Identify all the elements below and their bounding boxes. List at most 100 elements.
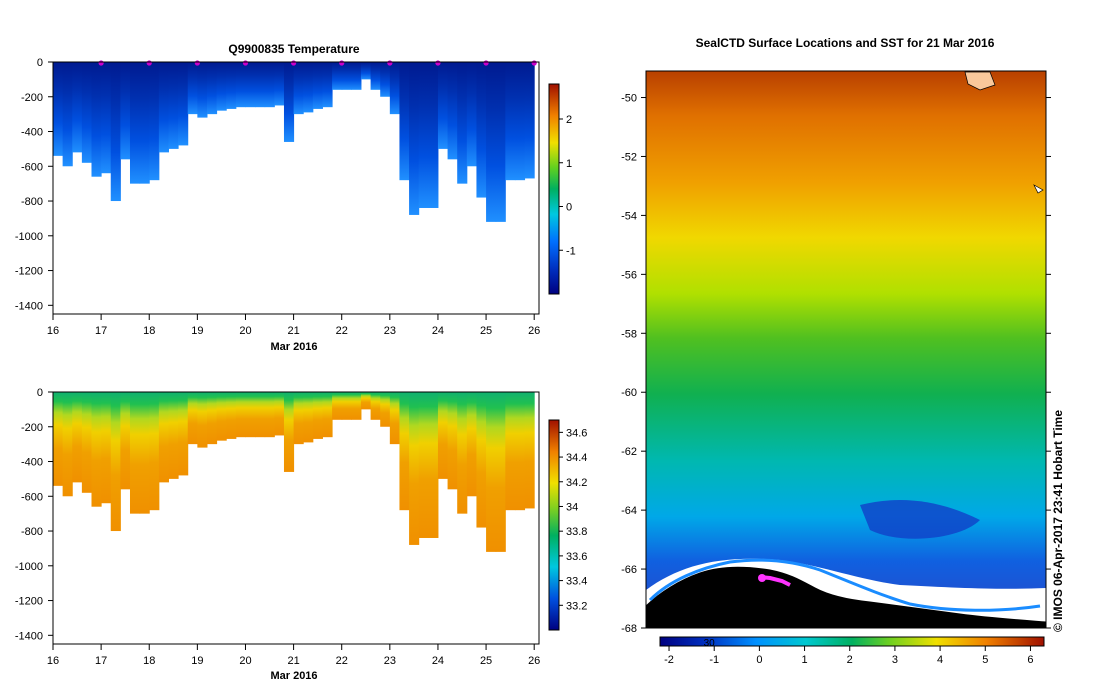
profile-column — [129, 392, 141, 514]
profile-column — [206, 392, 218, 445]
profile-column — [476, 392, 487, 528]
profile-column — [283, 392, 295, 472]
profile-column — [466, 392, 477, 497]
salinity-x-axis: 16 17 18 19 20 21 22 23 24 25 26 — [47, 644, 540, 667]
profile-column — [120, 392, 131, 490]
profile-column — [524, 392, 535, 509]
temperature-ytick-label: -1200 — [15, 266, 43, 278]
map-ytick-label: -52 — [621, 151, 637, 163]
profile-column — [245, 392, 256, 438]
profile-column — [418, 62, 429, 208]
profile-column — [341, 62, 352, 90]
temperature-colorbar-label: 1 — [566, 158, 572, 170]
profile-column — [447, 392, 458, 490]
map-ytick-label: -68 — [621, 623, 637, 635]
profile-column — [437, 62, 449, 149]
profile-column — [274, 392, 285, 436]
surface-marker — [290, 60, 297, 66]
profile-column — [380, 392, 391, 427]
map-ytick-label: -54 — [621, 210, 637, 222]
small-island — [1033, 184, 1044, 194]
profile-column — [370, 392, 381, 420]
profile-column — [409, 392, 420, 545]
temperature-colorbar — [548, 83, 560, 295]
profile-column — [255, 392, 266, 438]
map-ytick-label: -66 — [621, 564, 637, 576]
ice-edge — [648, 558, 1041, 612]
profile-column — [120, 62, 131, 160]
profile-column — [72, 62, 83, 153]
surface-marker — [98, 60, 104, 66]
cold-anomaly — [860, 500, 980, 539]
profile-column — [437, 392, 449, 479]
sst-colorbar-label-c: 2 — [847, 654, 853, 666]
salinity-colorbar-label: 34 — [566, 501, 578, 513]
salinity-colorbar-label: 33.8 — [566, 526, 587, 538]
temperature-xtick-label: 19 — [191, 325, 203, 337]
profile-column — [216, 62, 227, 111]
sst-colorbar-label-c: -1 — [709, 654, 719, 666]
profile-column — [264, 392, 275, 438]
profile-column — [322, 62, 333, 108]
salinity-colorbar-label: 34.6 — [566, 427, 587, 439]
profile-column — [226, 62, 237, 109]
salinity-xtick-label: 16 — [47, 655, 59, 667]
profile-column — [168, 392, 179, 479]
profile-column — [235, 392, 246, 438]
profile-column — [514, 62, 526, 181]
temperature-ytick-label: -600 — [21, 161, 43, 173]
profile-column — [62, 62, 73, 167]
profile-column — [274, 62, 285, 106]
map-ytick-label: -50 — [621, 93, 637, 105]
profile-column — [495, 62, 506, 222]
salinity-colorbar-label: 34.2 — [566, 477, 587, 489]
profile-column — [505, 392, 516, 511]
salinity-xtick-label: 21 — [287, 655, 299, 667]
temperature-colorbar-ticks: 2 1 0 -1 — [559, 114, 576, 257]
temperature-ytick-label: -1000 — [15, 231, 43, 243]
profile-column — [351, 392, 362, 420]
map-ytick-label: -58 — [621, 328, 637, 340]
profile-column — [312, 392, 323, 439]
profile-column — [360, 62, 372, 80]
profile-column — [101, 392, 112, 504]
profile-column — [428, 62, 439, 208]
profile-column — [178, 62, 189, 146]
profile-column — [399, 62, 410, 181]
temperature-ytick-label: -800 — [21, 196, 43, 208]
temperature-xtick-label: 23 — [384, 325, 396, 337]
salinity-colorbar — [548, 419, 560, 631]
salinity-colorbar-label: 33.4 — [566, 576, 587, 588]
profile-column — [389, 392, 400, 445]
salinity-colorbar-ticks: 34.6 34.4 34.2 34 33.8 33.6 33.4 33.2 — [559, 427, 587, 612]
surface-marker — [387, 60, 393, 66]
profile-column — [139, 62, 150, 184]
profile-column — [129, 62, 141, 184]
salinity-xtick-label: 24 — [432, 655, 444, 667]
profile-column — [495, 392, 506, 552]
island — [964, 71, 996, 91]
surface-marker — [242, 60, 249, 66]
temperature-x-label: Mar 2016 — [270, 341, 317, 353]
sst-colorbar-label-c: -2 — [664, 654, 674, 666]
temperature-ytick-label: -200 — [21, 92, 43, 104]
salinity-x-label: Mar 2016 — [270, 670, 317, 682]
profile-column — [81, 392, 92, 493]
profile-column — [206, 62, 218, 115]
profile-column — [158, 62, 169, 153]
map-ytick-label: -64 — [621, 505, 637, 517]
salinity-xtick-label: 25 — [480, 655, 492, 667]
map-frame — [645, 70, 1047, 629]
sst-colorbar-label-c: 4 — [937, 654, 943, 666]
salinity-ytick-label: -1200 — [15, 596, 43, 608]
profile-column — [72, 392, 83, 483]
profile-column — [197, 62, 208, 118]
surface-marker — [194, 60, 200, 66]
profile-column — [476, 62, 487, 198]
salinity-xtick-label: 26 — [528, 655, 540, 667]
profile-column — [168, 62, 179, 149]
surface-marker — [339, 60, 345, 66]
profile-column — [216, 392, 227, 441]
map-latitude-axis: -50 -52 -54 -56 -58 -60 -62 -64 -66 -68 — [621, 93, 1051, 635]
profile-column — [81, 62, 92, 163]
